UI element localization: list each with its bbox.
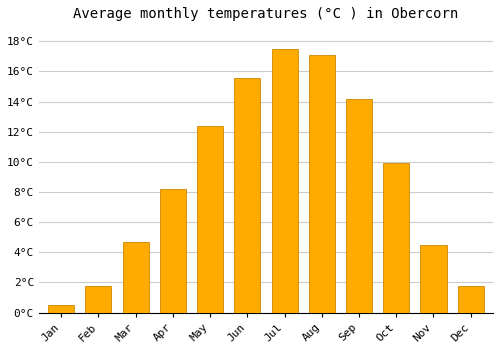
Bar — [48, 305, 74, 313]
Bar — [234, 77, 260, 313]
Title: Average monthly temperatures (°C ) in Obercorn: Average monthly temperatures (°C ) in Ob… — [74, 7, 458, 21]
Bar — [383, 163, 409, 313]
Bar — [160, 189, 186, 313]
Bar — [272, 49, 297, 313]
Bar — [86, 286, 112, 313]
Bar — [420, 245, 446, 313]
Bar — [308, 55, 335, 313]
Bar — [346, 99, 372, 313]
Bar — [458, 286, 483, 313]
Bar — [122, 242, 148, 313]
Bar — [197, 126, 223, 313]
